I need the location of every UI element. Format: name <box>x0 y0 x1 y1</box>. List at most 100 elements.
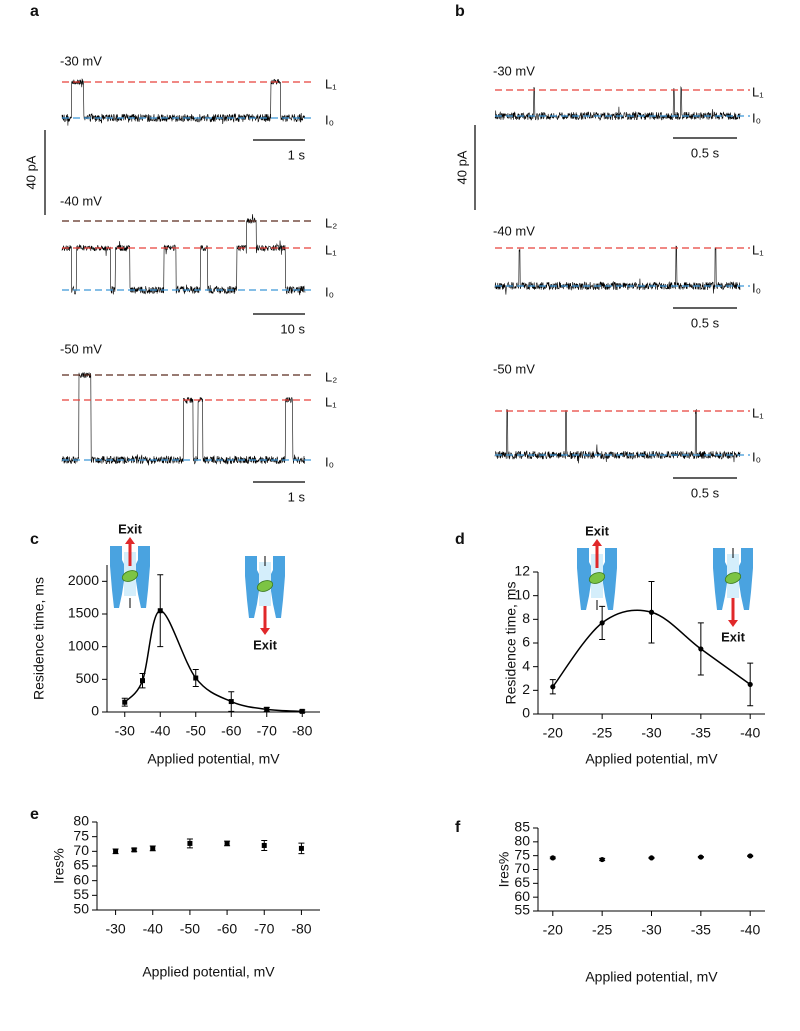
x-tick-label: -20 <box>543 922 563 938</box>
data-point <box>122 699 128 705</box>
x-tick-label: -30 <box>641 922 661 938</box>
level-label: I₀ <box>752 449 761 464</box>
voltage-label: -50 mV <box>60 341 102 356</box>
data-point <box>747 853 753 859</box>
y-tick-label: 65 <box>514 874 530 890</box>
current-trace <box>494 86 741 122</box>
data-point <box>224 840 230 846</box>
analyte <box>256 580 274 592</box>
y-tick-label: 55 <box>514 902 530 918</box>
y-tick-label: 1000 <box>68 637 99 653</box>
level-label: I₀ <box>752 280 761 295</box>
current-scale-label: 40 pA <box>23 155 38 189</box>
y-tick-label: 0 <box>91 703 99 719</box>
data-point <box>299 708 305 714</box>
x-tick-label: -25 <box>592 725 612 741</box>
level-label: I₀ <box>325 454 334 469</box>
data-point <box>264 706 270 712</box>
data-point <box>648 855 655 861</box>
panel-label: a <box>30 3 39 20</box>
x-axis-label: Applied potential, mV <box>142 964 275 980</box>
y-tick-label: 60 <box>514 888 530 904</box>
level-label: L₁ <box>325 394 337 409</box>
y-tick-label: 70 <box>73 842 89 858</box>
x-tick-label: -50 <box>186 723 206 739</box>
pore-diagram: Exit <box>110 521 150 608</box>
voltage-label: -50 mV <box>493 361 535 376</box>
exit-arrow-head <box>260 628 270 635</box>
exit-label: Exit <box>721 629 746 644</box>
x-tick-label: -70 <box>257 723 277 739</box>
x-tick-label: -60 <box>217 921 237 937</box>
data-point <box>131 847 137 853</box>
current-trace <box>61 78 306 126</box>
data-point <box>648 609 655 615</box>
x-tick-label: -40 <box>143 921 163 937</box>
level-label: L₁ <box>752 405 764 420</box>
level-label: L₁ <box>752 242 764 257</box>
level-label: L₂ <box>325 215 337 230</box>
level-label: L₁ <box>325 76 337 91</box>
x-axis-label: Applied potential, mV <box>585 751 718 767</box>
pore-wall <box>269 556 285 618</box>
x-tick-label: -30 <box>115 723 135 739</box>
pore-wall <box>713 548 729 610</box>
x-tick-label: -30 <box>641 725 661 741</box>
x-tick-label: -40 <box>150 723 170 739</box>
x-tick-label: -35 <box>691 922 711 938</box>
time-scale-label: 0.5 s <box>691 485 720 500</box>
pore-wall <box>577 548 593 610</box>
data-point <box>261 842 267 848</box>
y-axis-label: Residence time, ms <box>503 582 519 705</box>
exit-arrow-head <box>728 620 738 627</box>
x-tick-label: -70 <box>254 921 274 937</box>
time-scale-label: 0.5 s <box>691 315 720 330</box>
data-point <box>550 855 556 861</box>
x-tick-label: -80 <box>292 723 312 739</box>
exit-arrow-head <box>125 537 135 544</box>
y-tick-label: 60 <box>73 871 89 887</box>
y-tick-label: 10 <box>514 586 530 602</box>
y-axis-label: Residence time, ms <box>31 577 47 700</box>
level-label: L₂ <box>325 369 337 384</box>
current-scale-label: 40 pA <box>454 150 469 184</box>
voltage-label: -30 mV <box>60 53 102 68</box>
x-tick-label: -80 <box>291 921 311 937</box>
x-tick-label: -50 <box>180 921 200 937</box>
analyte <box>121 570 139 582</box>
x-tick-label: -20 <box>543 725 563 741</box>
voltage-label: -30 mV <box>493 63 535 78</box>
pore-wall <box>110 546 126 608</box>
level-label: I₀ <box>752 110 761 125</box>
level-label: L₁ <box>752 84 764 99</box>
y-tick-label: 75 <box>73 827 89 843</box>
y-tick-label: 12 <box>514 563 530 579</box>
current-trace <box>61 372 306 466</box>
data-point <box>298 845 304 851</box>
data-point <box>698 854 704 860</box>
y-tick-label: 500 <box>76 670 100 686</box>
pore-diagram: Exit <box>577 523 617 610</box>
x-tick-label: -40 <box>740 922 760 938</box>
time-scale-label: 1 s <box>288 147 306 162</box>
exit-label: Exit <box>253 637 278 652</box>
x-tick-label: -30 <box>105 921 125 937</box>
y-tick-label: 50 <box>73 901 89 917</box>
y-tick-label: 0 <box>522 705 530 721</box>
data-point <box>599 856 605 863</box>
y-tick-label: 80 <box>73 813 89 829</box>
data-point <box>193 675 199 681</box>
x-axis-label: Applied potential, mV <box>147 751 280 767</box>
y-tick-label: 2 <box>522 681 530 697</box>
data-point <box>187 840 193 846</box>
current-trace <box>494 245 741 295</box>
fit-line <box>124 609 303 713</box>
pore-diagram: Exit <box>245 556 285 652</box>
y-tick-label: 4 <box>522 657 530 673</box>
y-axis-label: Ires% <box>496 852 512 888</box>
panel-label: b <box>455 3 465 20</box>
pore-wall <box>245 556 261 618</box>
time-scale-label: 0.5 s <box>691 145 720 160</box>
